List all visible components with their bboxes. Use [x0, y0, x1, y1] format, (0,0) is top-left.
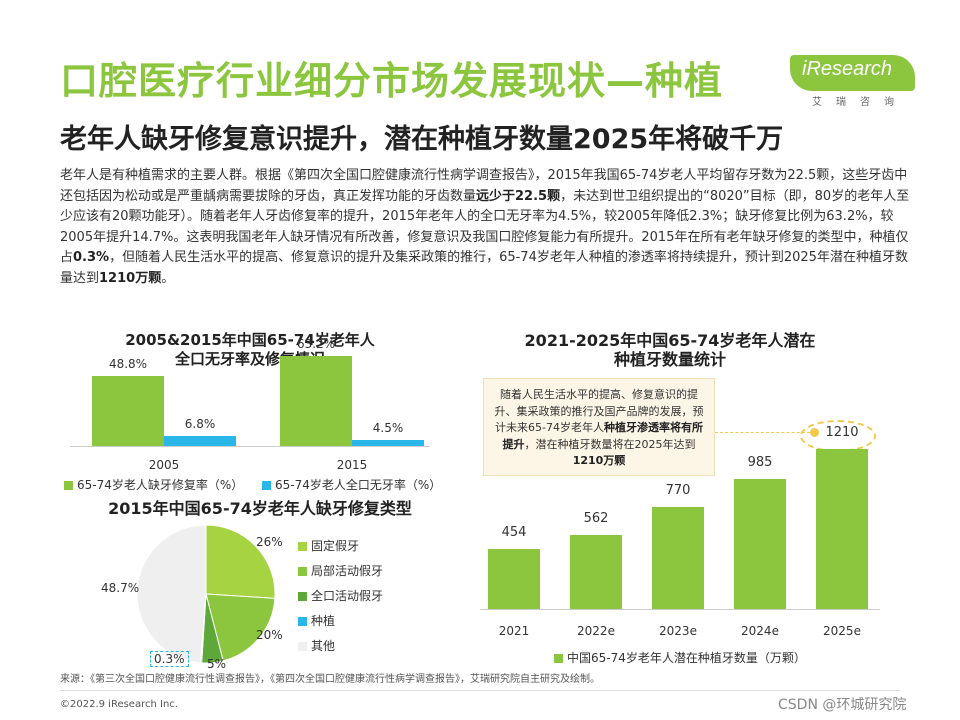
legend-swatch [298, 642, 307, 651]
chart1-data-label: 63.2% [296, 336, 336, 351]
para-text-4: 。 [161, 270, 175, 286]
chart3-bar [734, 478, 786, 609]
pie-slice [205, 524, 276, 599]
legend-label: 全口活动假牙 [311, 589, 384, 603]
logo-background [790, 55, 915, 91]
para-bold-1: 远少于22.5颗 [476, 188, 561, 204]
chart1-bar [352, 439, 424, 446]
legend-label-repair: 65-74岁老人缺牙修复率（%） [77, 478, 244, 492]
pie-slice [205, 593, 276, 662]
chart3-data-label: 562 [583, 510, 609, 526]
chart3-bar [488, 548, 540, 609]
chart2-title: 2015年中国65-74岁老年人缺牙修复类型 [108, 499, 412, 518]
para-text-3: ，但随着人民生活水平的提高、修复意识的提升及集采政策的推行，65-74岁老年人种… [60, 250, 908, 286]
legend-label: 固定假牙 [311, 539, 360, 553]
chart3-title-line2: 种植牙数量统计 [613, 350, 726, 369]
chart3-bar [652, 507, 704, 609]
callout-connector [715, 432, 815, 433]
pie-label-other: 48.7% [101, 581, 140, 595]
legend-label: 局部活动假牙 [311, 564, 384, 578]
pie-legend-fixed: 固定假牙 [298, 537, 383, 554]
chart3-x-label: 2024e [741, 624, 779, 638]
chart3-bar [816, 448, 868, 609]
chart3-x-label: 2022e [577, 624, 615, 638]
source-note: 来源：《第三次全国口腔健康流行性调查报告》，《第四次全国口腔健康流行性病学调查报… [60, 674, 600, 685]
legend-swatch [298, 592, 307, 601]
callout-text-1: 随着人民生活水平的提高、修复意识的提升、集采政策的推行及国产品牌的发展，预计未来… [494, 388, 704, 434]
footer-divider [60, 690, 900, 691]
legend-label-toothless: 65-74岁老人全口无牙率（%） [275, 478, 442, 492]
annotation-callout: 随着人民生活水平的提高、修复意识的提升、集采政策的推行及国产品牌的发展，预计未来… [483, 378, 715, 476]
legend-swatch-green [64, 481, 73, 490]
chart3-bar [570, 534, 622, 609]
page-subtitle: 老年人缺牙修复意识提升，潜在种植牙数量2025年将破千万 [60, 124, 784, 155]
chart1-x-label: 2015 [336, 458, 368, 472]
pie-label-partial: 20% [256, 628, 283, 642]
chart3-x-label: 2025e [823, 624, 861, 638]
chart1-bar [280, 355, 352, 446]
iresearch-logo: iResearch 艾瑞咨询 [790, 55, 915, 108]
chart1-data-label: 4.5% [372, 420, 404, 435]
pie-label-full: 5% [207, 657, 227, 671]
pie-legend-other: 其他 [298, 637, 383, 654]
pie-legend-full: 全口活动假牙 [298, 587, 383, 604]
logo-subtext: 艾瑞咨询 [812, 97, 908, 108]
chart1-legend-toothless: 65-74岁老人全口无牙率（%） [262, 476, 441, 493]
legend-label: 种植 [311, 614, 336, 628]
pie-legend-implant: 种植 [298, 612, 383, 629]
chart1-title-line1: 2005&2015年中国65-74岁老年人 [125, 331, 375, 349]
chart3-data-label: 1210 [825, 424, 859, 440]
chart3-x-label: 2021 [498, 624, 530, 638]
pie-legend-partial: 局部活动假牙 [298, 562, 383, 579]
para-text-1: 老年人是有种植需求的主要人群。根据《第四次全国口腔健康流行性病学调查报告》，20… [60, 168, 908, 204]
legend-label: 中国65-74岁老年人潜在种植牙数量（万颗） [567, 651, 806, 665]
logo-text: iResearch [802, 58, 893, 80]
para-bold-3: 1210万颗 [99, 270, 162, 286]
chart3-title-line1: 2021-2025年中国65-74岁老年人潜在 [524, 331, 816, 350]
chart3-data-label: 985 [747, 454, 773, 470]
copyright: ©2022.9 iResearch Inc. [60, 699, 178, 710]
chart3-legend: 中国65-74岁老年人潜在种植牙数量（万颗） [554, 649, 806, 666]
chart3-data-label: 454 [501, 524, 527, 540]
para-bold-2: 0.3% [73, 250, 110, 265]
pie-label-fixed: 26% [256, 535, 283, 549]
pie-legend: 固定假牙 局部活动假牙 全口活动假牙 种植 其他 [298, 537, 383, 654]
legend-label: 其他 [311, 639, 336, 653]
pie-slice [136, 524, 207, 664]
legend-swatch [298, 617, 307, 626]
chart1-data-label: 48.8% [108, 357, 148, 372]
intro-paragraph: 老年人是有种植需求的主要人群。根据《第四次全国口腔健康流行性病学调查报告》，20… [60, 166, 910, 289]
chart1-data-label: 6.8% [184, 417, 216, 432]
chart3-axis [480, 609, 880, 610]
chart3-title: 2021-2025年中国65-74岁老年人潜在 种植牙数量统计 [490, 331, 850, 369]
para-text-2: ，未达到世卫组织提出的“8020”目标（即，80岁的老年人至少应该有20颗功能牙… [60, 188, 910, 266]
legend-swatch [298, 542, 307, 551]
chart1-axis [70, 446, 430, 447]
callout-bold-1: 种植牙渗透率将有所提升 [502, 421, 703, 451]
legend-swatch [298, 567, 307, 576]
chart1-x-label: 2005 [148, 458, 180, 472]
chart1-bar [164, 436, 236, 446]
chart1-legend-repair: 65-74岁老人缺牙修复率（%） [64, 476, 243, 493]
pie-label-implant: 0.3% [150, 651, 189, 667]
chart3-data-label: 770 [665, 483, 691, 499]
chart1-bar [92, 376, 164, 446]
chart3-x-label: 2023e [659, 624, 697, 638]
legend-swatch-blue [262, 481, 271, 490]
callout-text-2: ，潜在种植牙数量将在2025年达到 [524, 437, 696, 451]
pie-chart [136, 524, 276, 664]
watermark: CSDN @环城研究院 [778, 697, 907, 713]
page-title: 口腔医疗行业细分市场发展现状—种植 [60, 59, 724, 103]
legend-swatch [554, 654, 563, 663]
callout-bold-2: 1210万颗 [572, 454, 626, 467]
